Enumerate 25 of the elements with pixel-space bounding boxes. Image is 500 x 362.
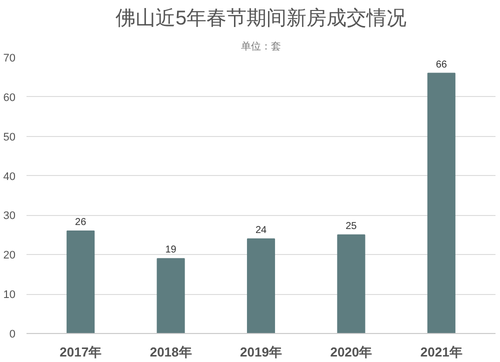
y-tick-label: 20 (3, 250, 16, 262)
x-tick-label: 2020年 (330, 344, 372, 360)
chart-title: 佛山近5年春节期间新房成交情况 (115, 8, 407, 30)
y-tick-label: 10 (3, 289, 16, 302)
y-tick-label: 0 (9, 328, 16, 340)
chart-subtitle: 单位：套 (241, 40, 281, 52)
x-tick-label: 2018年 (150, 344, 192, 360)
data-label: 66 (436, 59, 448, 70)
bar (156, 258, 185, 334)
y-tick-label: 30 (3, 210, 16, 222)
bar (427, 72, 456, 334)
data-label: 26 (75, 216, 87, 228)
y-tick-label: 60 (3, 92, 16, 104)
bar (337, 234, 366, 334)
data-label: 24 (255, 224, 267, 236)
x-tick-label: 2019年 (240, 344, 282, 360)
data-label: 19 (165, 244, 177, 256)
bar (246, 238, 276, 334)
x-tick-label: 2021年 (420, 344, 462, 360)
x-tick-label: 2017年 (60, 344, 102, 360)
y-tick-label: 50 (3, 131, 16, 144)
y-tick-label: 40 (3, 170, 16, 183)
bar (66, 230, 95, 334)
y-tick-label: 70 (3, 52, 16, 64)
data-label: 25 (346, 220, 358, 232)
